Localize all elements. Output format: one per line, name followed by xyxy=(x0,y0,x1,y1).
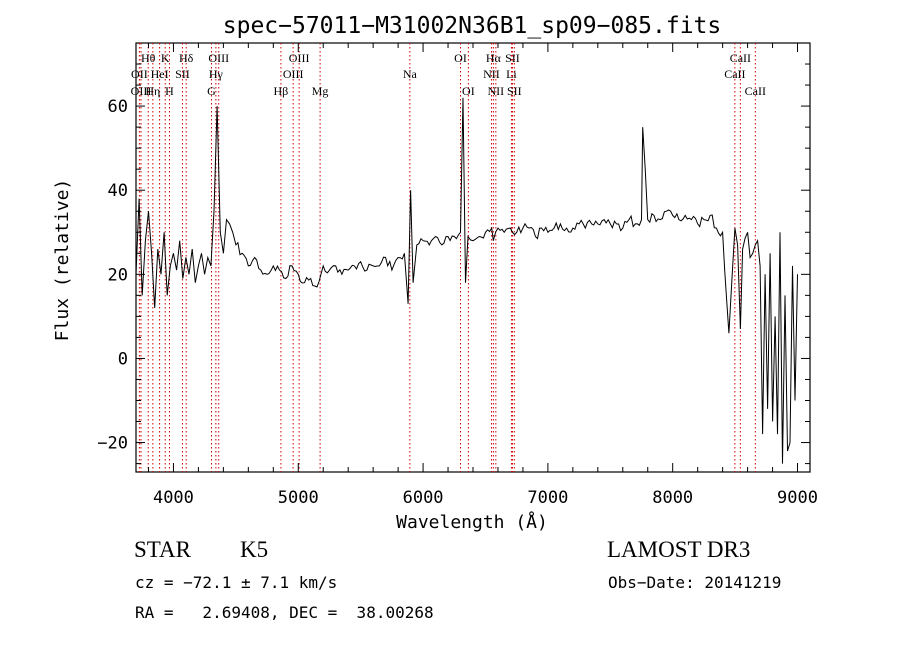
y-tick-label: 20 xyxy=(108,265,128,285)
x-tick-label: 8000 xyxy=(652,488,693,508)
line-label: Mg xyxy=(312,84,329,98)
spectral-line-labels: OIIOIIIHθHηHeIKHSIIHδGHγOIIIHβOIIIOIIIMg… xyxy=(131,51,766,98)
x-tick-label: 9000 xyxy=(777,488,818,508)
object-subclass: K5 xyxy=(240,537,269,562)
spectrum-series xyxy=(135,97,798,464)
line-label: CaII xyxy=(730,51,751,65)
line-label: SII xyxy=(505,51,520,65)
line-label: OIII xyxy=(208,51,229,65)
line-label: OIII xyxy=(289,51,310,65)
line-label: CaII xyxy=(724,67,745,81)
x-tick-label: 5000 xyxy=(278,488,319,508)
line-label: SII xyxy=(175,67,190,81)
x-tick-label: 4000 xyxy=(153,488,194,508)
y-tick-label: 0 xyxy=(118,349,128,369)
spectral-line-markers xyxy=(138,43,756,472)
y-axis-label: Flux (relative) xyxy=(52,179,73,342)
line-label: HeI xyxy=(151,67,169,81)
x-axis-label: Wavelength (Å) xyxy=(396,511,548,533)
spectrum-line xyxy=(135,97,798,464)
x-tick-label: 6000 xyxy=(403,488,444,508)
line-label: Hη xyxy=(145,84,160,98)
line-label: CaII xyxy=(745,84,766,98)
line-label: K xyxy=(161,51,170,65)
line-label: SII xyxy=(507,84,522,98)
line-label: Hα xyxy=(486,51,502,65)
line-label: Li xyxy=(506,67,517,81)
observation-date: Obs−Date: 20141219 xyxy=(608,573,782,592)
line-label: G xyxy=(207,84,216,98)
line-label: Hδ xyxy=(179,51,194,65)
line-label: Hβ xyxy=(274,84,289,98)
line-label: Na xyxy=(403,67,418,81)
line-label: OI xyxy=(462,84,475,98)
line-label: OIII xyxy=(131,84,152,98)
x-tick-label: 7000 xyxy=(527,488,568,508)
line-label: NII xyxy=(488,84,505,98)
chart-title: spec−57011−M31002N36B1_sp09−085.fits xyxy=(223,13,722,39)
velocity-readout: cz = −72.1 ± 7.1 km/s xyxy=(135,573,338,592)
plot-frame xyxy=(135,42,811,473)
y-tick-label: −20 xyxy=(97,434,128,454)
line-label: Hθ xyxy=(141,51,156,65)
object-class: STAR xyxy=(134,537,191,562)
line-label: H xyxy=(165,84,174,98)
line-label: Hγ xyxy=(209,67,224,81)
line-label: OI xyxy=(454,51,467,65)
line-label: NII xyxy=(483,67,500,81)
line-label: OII xyxy=(131,67,148,81)
line-label: OIII xyxy=(283,67,304,81)
survey-name: LAMOST DR3 xyxy=(607,537,751,562)
y-tick-label: 60 xyxy=(108,97,128,117)
coordinates-readout: RA = 2.69408, DEC = 38.00268 xyxy=(135,603,434,622)
axis-ticks: 4000 5000 6000 7000 8000 9000 −20 0 20 40 60 xyxy=(97,43,818,508)
y-tick-label: 40 xyxy=(108,181,128,201)
